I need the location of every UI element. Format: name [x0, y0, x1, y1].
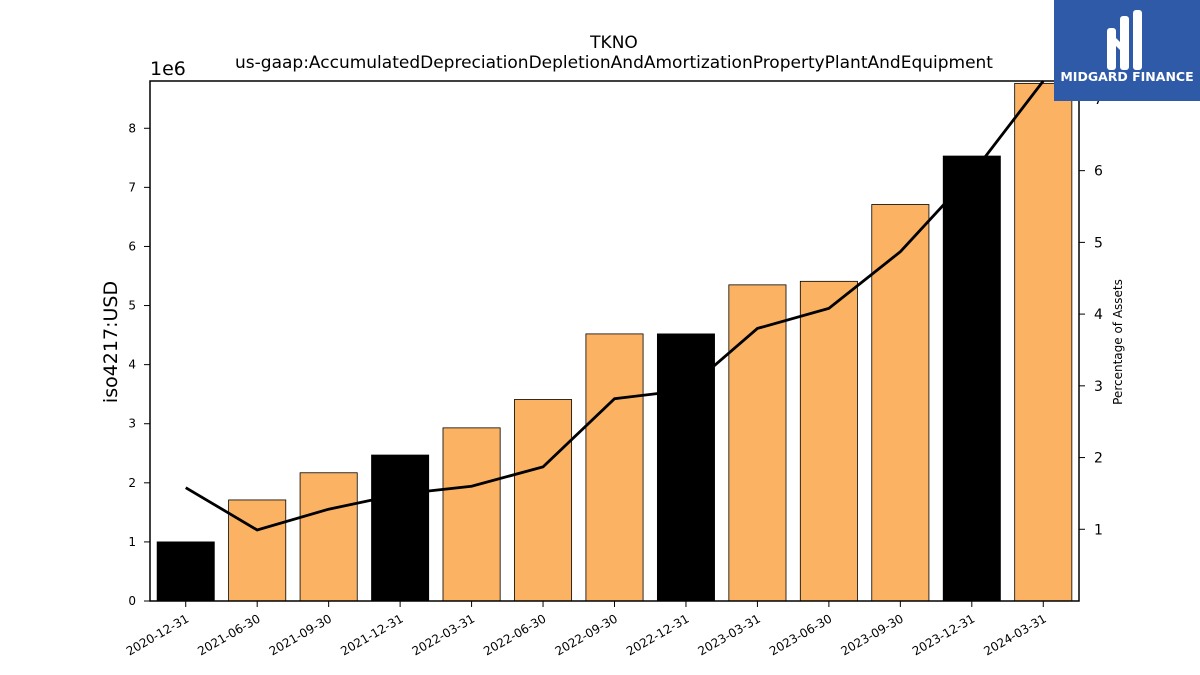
- x-tick-label: 2023-12-31: [910, 611, 977, 658]
- y-tick-label: 3: [128, 417, 136, 431]
- y2-tick-label: 4: [1094, 307, 1103, 323]
- y-tick-label: 0: [128, 594, 136, 608]
- y2-tick-label: 6: [1094, 164, 1103, 180]
- bar-2023-12-31: [942, 155, 1001, 602]
- y-axis-label: iso4217:USD: [100, 281, 122, 403]
- y-tick-label: 1: [128, 535, 136, 549]
- x-tick-label: 2022-09-30: [553, 611, 620, 658]
- bar-2021-06-30: [228, 499, 287, 602]
- logo-text: MIDGARD FINANCE: [1060, 69, 1193, 84]
- x-tick-label: 2023-03-31: [696, 611, 763, 658]
- x-tick-label: 2023-09-30: [838, 611, 905, 658]
- chart-title: TKNO: [589, 33, 638, 53]
- y-scale-label: 1e6: [150, 58, 186, 80]
- x-tick-label: 2023-06-30: [767, 611, 834, 658]
- x-tick-label: 2020-12-31: [124, 611, 191, 658]
- chart-subtitle: us-gaap:AccumulatedDepreciationDepletion…: [235, 53, 993, 73]
- x-tick-label: 2021-12-31: [338, 611, 405, 658]
- bar-2021-09-30: [299, 472, 358, 602]
- x-tick-label: 2022-03-31: [410, 611, 477, 658]
- bar-2022-09-30: [585, 333, 644, 602]
- bar-2024-03-31: [1014, 82, 1073, 602]
- bar-2022-12-31: [656, 333, 715, 602]
- y2-tick-label: 3: [1094, 379, 1103, 395]
- midgard-logo-icon: [1107, 10, 1142, 70]
- y-tick-label: 8: [128, 121, 136, 135]
- bar-2023-09-30: [871, 204, 930, 602]
- y2-tick-label: 2: [1094, 451, 1103, 467]
- x-tick-label: 2022-06-30: [481, 611, 548, 658]
- midgard-logo: MIDGARD FINANCE: [1054, 0, 1200, 101]
- x-tick-label: 2024-03-31: [981, 611, 1048, 658]
- bar-2023-06-30: [799, 280, 858, 602]
- y2-axis-label: Percentage of Assets: [1111, 279, 1125, 405]
- percentage-line: [185, 80, 1045, 532]
- y-tick-label: 2: [128, 476, 136, 490]
- x-tick-label: 2021-09-30: [267, 611, 334, 658]
- bar-2022-03-31: [442, 427, 501, 602]
- x-tick-label: 2022-12-31: [624, 611, 691, 658]
- y-tick-label: 5: [128, 299, 136, 313]
- bar-2023-03-31: [728, 284, 787, 602]
- y-tick-label: 4: [128, 358, 136, 372]
- y2-tick-label: 1: [1094, 522, 1103, 538]
- y-tick-label: 7: [128, 180, 136, 194]
- bar-2021-12-31: [371, 454, 430, 602]
- bar-2022-06-30: [514, 399, 573, 602]
- x-tick-label: 2021-06-30: [195, 611, 262, 658]
- y-tick-label: 6: [128, 239, 136, 253]
- y2-tick-label: 5: [1094, 235, 1103, 251]
- bar-2020-12-31: [156, 541, 215, 602]
